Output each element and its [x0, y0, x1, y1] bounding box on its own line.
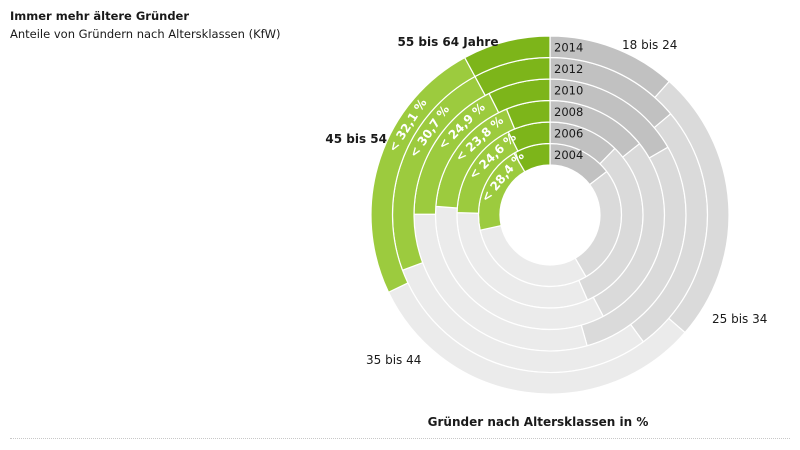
category-label-25-34: 25 bis 34 [712, 312, 767, 326]
bottom-divider [10, 438, 790, 439]
year-label-2014: 2014 [554, 40, 583, 54]
year-label-2010: 2010 [554, 83, 583, 97]
category-labels: 18 bis 24 25 bis 34 35 bis 44 45 bis 54 55 b… [325, 35, 767, 367]
year-labels: 2004 2006 2008 2010 2012 2014 [554, 40, 583, 162]
year-label-2006: 2006 [554, 126, 583, 140]
year-label-2004: 2004 [554, 148, 583, 162]
category-label-35-44: 35 bis 44 [366, 353, 421, 367]
year-label-2012: 2012 [554, 62, 583, 76]
category-label-45-54: 45 bis 54 [325, 132, 387, 146]
x-axis-label: Gründer nach Altersklassen in % [428, 415, 649, 429]
category-label-18-24: 18 bis 24 [622, 38, 677, 52]
chart-rings [370, 35, 730, 395]
ring-2014-segment-55-64 [463, 35, 551, 78]
chart-title: Immer mehr ältere Gründer [10, 9, 190, 23]
year-label-2008: 2008 [554, 105, 583, 119]
category-label-55-64: 55 bis 64 Jahre [398, 35, 499, 49]
chart-subtitle: Anteile von Gründern nach Altersklassen … [10, 27, 281, 41]
